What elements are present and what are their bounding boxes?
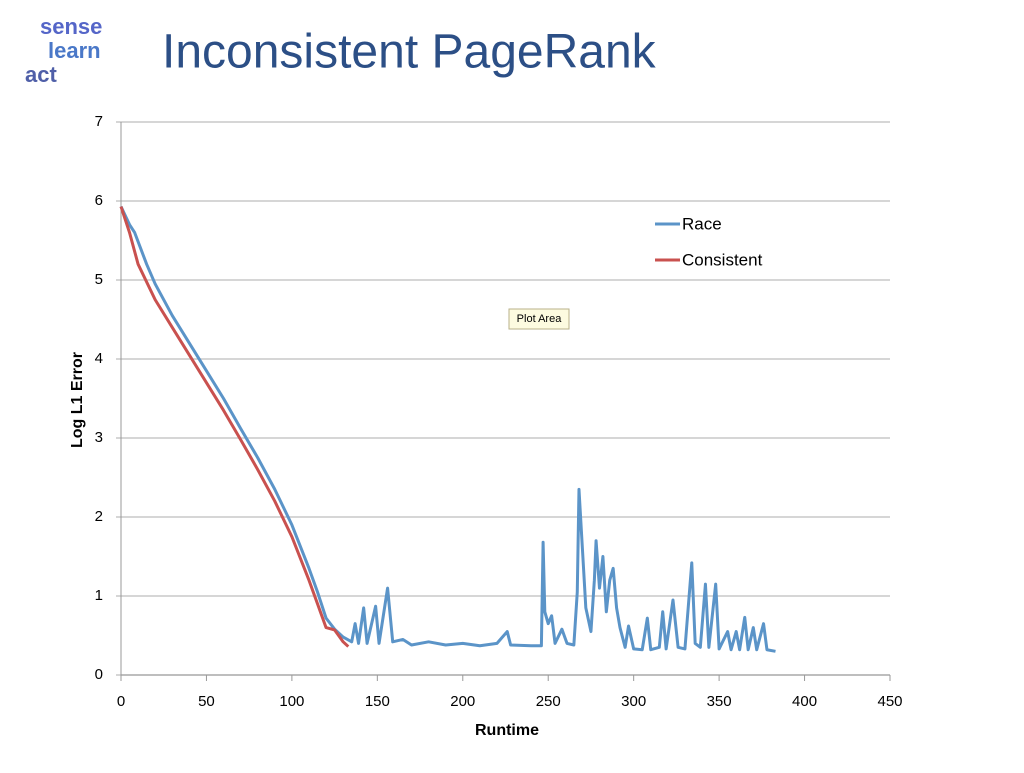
y-tick-label: 7 xyxy=(95,113,103,130)
y-tick-label: 6 xyxy=(95,192,103,209)
slide-title: Inconsistent PageRank xyxy=(162,26,657,79)
y-axis-label: Log L1 Error xyxy=(69,352,86,448)
x-tick-label: 50 xyxy=(198,693,215,710)
y-tick-label: 3 xyxy=(95,429,103,446)
series-line xyxy=(119,206,350,648)
y-tick-label: 0 xyxy=(95,666,103,683)
x-tick-label: 300 xyxy=(621,693,646,710)
x-axis-label: Runtime xyxy=(475,722,539,739)
x-tick-label: 250 xyxy=(536,693,561,710)
x-tick-label: 400 xyxy=(792,693,817,710)
x-tick-label: 100 xyxy=(279,693,304,710)
legend-label: Race xyxy=(682,214,722,233)
x-tick-label: 450 xyxy=(877,693,902,710)
x-tick-label: 0 xyxy=(117,693,125,710)
x-tick-label: 150 xyxy=(365,693,390,710)
logo-word: sense xyxy=(40,14,102,39)
legend-label: Consistent xyxy=(682,250,763,269)
x-tick-label: 350 xyxy=(707,693,732,710)
logo-word: act xyxy=(25,62,57,87)
logo-word: learn xyxy=(48,38,101,63)
tooltip-box xyxy=(508,308,570,330)
tooltip: Plot Area xyxy=(517,313,563,325)
y-tick-label: 4 xyxy=(95,350,103,367)
x-tick-label: 200 xyxy=(450,693,475,710)
y-tick-label: 1 xyxy=(95,587,103,604)
y-tick-label: 5 xyxy=(95,271,103,288)
y-tick-label: 2 xyxy=(95,508,103,525)
series-line xyxy=(119,205,776,653)
